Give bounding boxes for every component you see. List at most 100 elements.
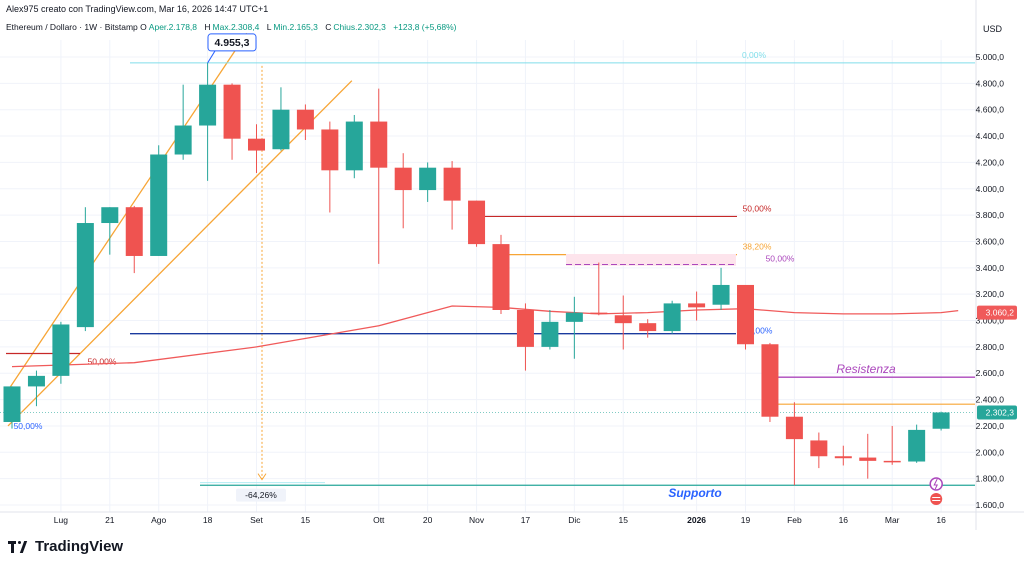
candle-body[interactable] — [321, 129, 339, 171]
candle-body[interactable] — [663, 303, 681, 332]
x-tick-label: 19 — [741, 515, 751, 525]
candle-body[interactable] — [737, 284, 754, 345]
y-tick-label: 3.400,0 — [976, 263, 1005, 273]
resistance-zone[interactable] — [566, 253, 736, 266]
flag-stripe-icon — [932, 497, 941, 498]
y-tick-label: 3.600,0 — [976, 236, 1005, 246]
moving-average-line[interactable] — [11, 305, 959, 368]
candle-body[interactable] — [541, 321, 559, 347]
x-tick-label: 15 — [301, 515, 311, 525]
resistance-label: Resistenza — [836, 362, 896, 376]
open-value: Aper.2.178,8 — [148, 22, 198, 32]
fib-0-label: 0,00% — [742, 50, 767, 60]
close-label: C — [325, 22, 332, 32]
candle-body[interactable] — [76, 223, 94, 328]
x-tick-label: Nov — [469, 515, 485, 525]
y-tick-label: 4.000,0 — [976, 184, 1005, 194]
logo-text: TradingView — [35, 538, 124, 555]
candle-body[interactable] — [223, 84, 241, 139]
candle-body[interactable] — [492, 244, 510, 310]
y-tick-label: 4.200,0 — [976, 157, 1005, 167]
change-value: +123,8 (+5,68%) — [393, 22, 457, 32]
y-tick-label: 2.200,0 — [976, 421, 1005, 431]
peak-pointer-line — [207, 50, 216, 64]
candle-body[interactable] — [272, 109, 290, 150]
candle-body[interactable] — [52, 324, 70, 376]
y-tick-label: 2.000,0 — [976, 447, 1005, 457]
x-tick-label: 15 — [619, 515, 629, 525]
y-tick-label: 1.800,0 — [976, 474, 1005, 484]
x-tick-label: Mar — [885, 515, 900, 525]
fib-50-red-label: 50,00% — [743, 203, 772, 213]
price-tag-box — [977, 305, 1017, 320]
low-label: L — [266, 22, 272, 32]
price-tag-box — [977, 405, 1017, 420]
us-flag-event-icon[interactable] — [930, 493, 943, 505]
y-tick-label: 3.000,0 — [976, 316, 1005, 326]
x-tick-label: Dic — [568, 515, 581, 525]
drop-percent-box — [236, 488, 286, 502]
chart-credit: Alex975 creato con TradingView.com, Mar … — [6, 4, 269, 14]
currency-label: USD — [983, 24, 1003, 34]
candle-body[interactable] — [639, 323, 657, 332]
close-value: Chius.2.302,3 — [333, 22, 386, 32]
candle-body[interactable] — [468, 200, 486, 245]
candle-body[interactable] — [125, 207, 143, 256]
high-value: Max.2.308,4 — [212, 22, 260, 32]
peak-label-box[interactable] — [207, 33, 257, 52]
candle-body[interactable] — [101, 207, 119, 224]
x-tick-label: 17 — [521, 515, 531, 525]
y-tick-label: 3.800,0 — [976, 210, 1005, 220]
candle-body[interactable] — [394, 167, 412, 191]
open-label: O — [140, 22, 147, 32]
x-tick-label: 18 — [203, 515, 213, 525]
candle-body[interactable] — [688, 303, 706, 308]
peak-label: 4.955,3 — [214, 37, 249, 49]
candle-body[interactable] — [174, 125, 192, 155]
candle-body[interactable] — [908, 429, 926, 462]
candle-body[interactable] — [834, 456, 852, 459]
candle-body[interactable] — [810, 440, 828, 457]
candle-body[interactable] — [370, 121, 388, 168]
price-tag-label: 2.302,3 — [986, 407, 1015, 417]
y-tick-label: 2.400,0 — [976, 395, 1005, 405]
ohlc-legend: Ethereum / Dollaro · 1W · Bitstamp O Aper… — [6, 22, 462, 32]
candle-body[interactable] — [712, 284, 730, 305]
x-tick-label: 2026 — [687, 515, 706, 525]
candle-body[interactable] — [883, 460, 901, 463]
x-tick-label: 20 — [423, 515, 433, 525]
y-tick-label: 2.800,0 — [976, 342, 1005, 352]
candle-body[interactable] — [419, 167, 437, 191]
candle-body[interactable] — [590, 312, 608, 315]
candle-body[interactable] — [516, 309, 534, 347]
candle-body[interactable] — [761, 344, 779, 417]
fib-382-label: 38,20% — [743, 242, 772, 252]
x-tick-label: Feb — [787, 515, 802, 525]
candle-body[interactable] — [565, 312, 583, 322]
candle-body[interactable] — [27, 375, 45, 387]
x-tick-label: 16 — [839, 515, 849, 525]
x-tick-label: 21 — [105, 515, 115, 525]
y-tick-label: 3.200,0 — [976, 289, 1005, 299]
price-tag-label: 3.060,2 — [986, 308, 1015, 318]
candle-body[interactable] — [296, 109, 314, 130]
candle-body[interactable] — [785, 416, 803, 440]
candle-body[interactable] — [345, 121, 363, 171]
lightning-event-icon[interactable] — [929, 477, 943, 491]
x-tick-label: Ott — [373, 515, 385, 525]
candle-body[interactable] — [150, 154, 168, 256]
candle-body[interactable] — [199, 84, 217, 126]
candle-body[interactable] — [859, 457, 877, 461]
candle-body[interactable] — [3, 386, 21, 422]
high-label: H — [204, 22, 211, 32]
y-tick-label: 5.000,0 — [976, 52, 1005, 62]
fib-50-purple-label: 50,00% — [766, 254, 795, 264]
candle-body[interactable] — [614, 315, 632, 324]
y-tick-label: 1.600,0 — [976, 500, 1005, 510]
symbol-label[interactable]: Ethereum / Dollaro · 1W · Bitstamp — [6, 22, 138, 32]
low-value: Min.2.165,3 — [273, 22, 318, 32]
candle-body[interactable] — [443, 167, 461, 201]
candle-body[interactable] — [248, 138, 265, 151]
candle-body[interactable] — [932, 412, 950, 429]
